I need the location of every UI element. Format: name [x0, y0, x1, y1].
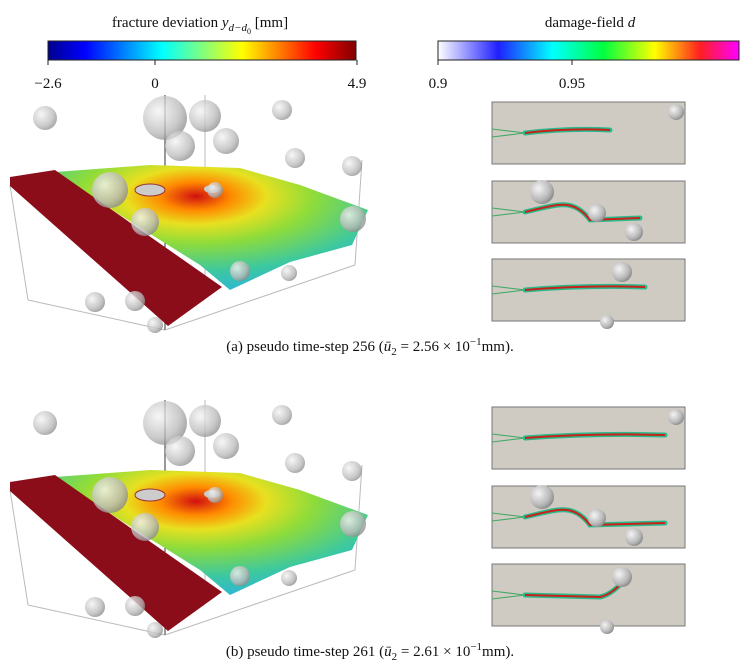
colorbar-tick-label: 0.9 [429, 76, 448, 92]
panel: (a) pseudo time-step 256 (ū2 = 2.56 × 10… [10, 95, 685, 358]
inclusion [85, 292, 105, 312]
text-part: mm). [482, 644, 514, 660]
inclusion [125, 596, 145, 616]
inclusion [189, 405, 221, 437]
text-part: = 2.56 × 10 [397, 339, 470, 355]
inclusion [272, 100, 292, 120]
text-part: (a) pseudo time-step 256 ( [226, 339, 383, 355]
inclusion [207, 487, 223, 503]
inclusion [342, 156, 362, 176]
inclusion [340, 206, 366, 232]
colorbar-tick-label: −2.6 [34, 76, 62, 92]
text-part: −1 [470, 641, 482, 653]
inclusion [285, 453, 305, 473]
text-part: d [628, 15, 636, 31]
caption: (b) pseudo time-step 261 (ū2 = 2.61 × 10… [226, 641, 514, 660]
text-part: damage-field [545, 15, 628, 31]
inclusion [165, 436, 195, 466]
inclusion [165, 131, 195, 161]
inclusion [207, 182, 223, 198]
inclusion [147, 317, 163, 333]
inclusion [625, 528, 643, 546]
inclusion [230, 566, 250, 586]
inclusion [588, 204, 606, 222]
inclusion [125, 291, 145, 311]
text-part: (b) pseudo time-step 261 ( [226, 644, 384, 660]
figure: fracture deviation yd−d0 [mm] −2.6 0 4.9 dam… [0, 0, 740, 660]
inclusion [33, 411, 57, 435]
box-edge [10, 490, 28, 605]
text-part: −1 [470, 336, 482, 348]
inclusion [92, 477, 128, 513]
colorbar-tick-label: 0 [151, 76, 159, 92]
inclusion [600, 620, 614, 634]
inclusion [668, 104, 684, 120]
inclusion [272, 405, 292, 425]
colorbar-tick-label: 4.9 [348, 76, 367, 92]
inclusion [92, 172, 128, 208]
text-part: = 2.61 × 10 [397, 644, 470, 660]
inclusion [189, 100, 221, 132]
inclusion [230, 261, 250, 281]
text-part: ū [384, 644, 392, 660]
caption: (a) pseudo time-step 256 (ū2 = 2.56 × 10… [226, 336, 513, 358]
text-part: fracture deviation [112, 15, 222, 31]
colorbar-title: damage-field d [545, 15, 636, 31]
inclusion [588, 509, 606, 527]
colorbar-title: fracture deviation yd−d0 [mm] [112, 15, 288, 36]
inclusion [340, 511, 366, 537]
inclusion [342, 461, 362, 481]
inclusion [131, 208, 159, 236]
inclusion [213, 128, 239, 154]
inclusion [612, 262, 632, 282]
inclusion [668, 409, 684, 425]
inclusion [213, 433, 239, 459]
surface-hole [135, 489, 165, 501]
inclusion [147, 622, 163, 638]
panel: (b) pseudo time-step 261 (ū2 = 2.61 × 10… [10, 400, 685, 660]
text-part: [mm] [251, 15, 288, 31]
text-part: ū [384, 339, 392, 355]
box-edge [10, 185, 28, 300]
inclusion [131, 513, 159, 541]
inclusion [33, 106, 57, 130]
inclusion [625, 223, 643, 241]
text-part: y [220, 15, 229, 31]
text-part: mm). [482, 339, 514, 355]
colorbar-tick-label: 0.95 [559, 76, 585, 92]
inclusion [612, 567, 632, 587]
inclusion [530, 485, 554, 509]
colorbar [438, 41, 739, 60]
inclusion [285, 148, 305, 168]
colorbar [48, 41, 356, 60]
inclusion [600, 315, 614, 329]
inclusion [85, 597, 105, 617]
inclusion [530, 180, 554, 204]
inclusion [281, 570, 297, 586]
text-part: d−d [229, 22, 248, 34]
surface-hole [135, 184, 165, 196]
inclusion [281, 265, 297, 281]
